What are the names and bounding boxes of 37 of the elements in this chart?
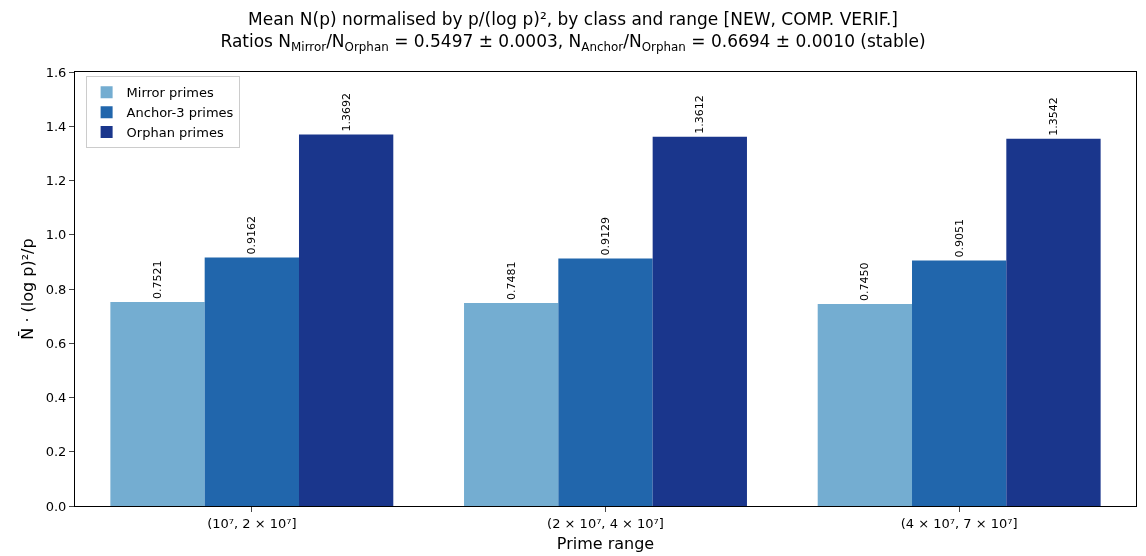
y-tick-label: 1.0 xyxy=(45,227,67,243)
text: Ratios N$_{Mirror}$/N$_{Orphan}$ = 0.5497 ± 0.0003, N$_{Anchor}$/N$_{Orphan}$ = 0.6694 ± 0.0010 (stable) xyxy=(220,31,926,54)
bar xyxy=(1006,138,1101,506)
data-label: 1.3542 xyxy=(1046,97,1060,136)
data-label: 0.7450 xyxy=(858,262,872,301)
y-tick-label: 0.0 xyxy=(45,498,67,514)
bar xyxy=(817,303,913,506)
bar xyxy=(912,260,1007,506)
legend-label: Mirror primes xyxy=(126,85,214,101)
bar xyxy=(204,257,299,506)
bar xyxy=(110,301,205,506)
data-label: 0.7481 xyxy=(504,261,518,301)
y-tick-label: 0.6 xyxy=(45,335,67,351)
bar xyxy=(464,303,559,506)
data-label: 0.9162 xyxy=(245,215,259,255)
x-tick-label: (2 × 10⁷, 4 × 10⁷] xyxy=(547,515,664,531)
y-tick-label: 1.6 xyxy=(45,64,67,80)
y-tick-label: 0.8 xyxy=(45,281,67,297)
x-axis-title: Prime range xyxy=(556,534,655,554)
y-tick-label: 1.2 xyxy=(45,173,67,189)
chart-title: Mean N(p) normalised by p/(log p)², by class and range [NEW, COMP. VERIF.] xyxy=(248,9,898,30)
y-tick-label: 0.4 xyxy=(45,390,67,406)
data-label: 0.9129 xyxy=(599,216,612,256)
bar xyxy=(652,136,747,506)
legend-label: Orphan primes xyxy=(126,125,224,141)
legend-label: Anchor-3 primes xyxy=(126,105,234,121)
x-tick-label: (4 × 10⁷, 7 × 10⁷] xyxy=(900,515,1018,531)
data-label: 0.7521 xyxy=(151,260,165,299)
y-axis-title: N̄ · (log p)²/p xyxy=(18,238,37,340)
y-tick-label: 1.4 xyxy=(45,118,67,134)
data-label: 1.3612 xyxy=(693,95,707,134)
y-tick-label: 0.2 xyxy=(45,444,67,460)
x-tick-label: (10⁷, 2 × 10⁷] xyxy=(207,515,297,531)
data-label: 1.3692 xyxy=(339,93,353,132)
bar xyxy=(558,258,653,506)
bar xyxy=(298,134,394,506)
data-label: 0.9051 xyxy=(952,218,966,258)
